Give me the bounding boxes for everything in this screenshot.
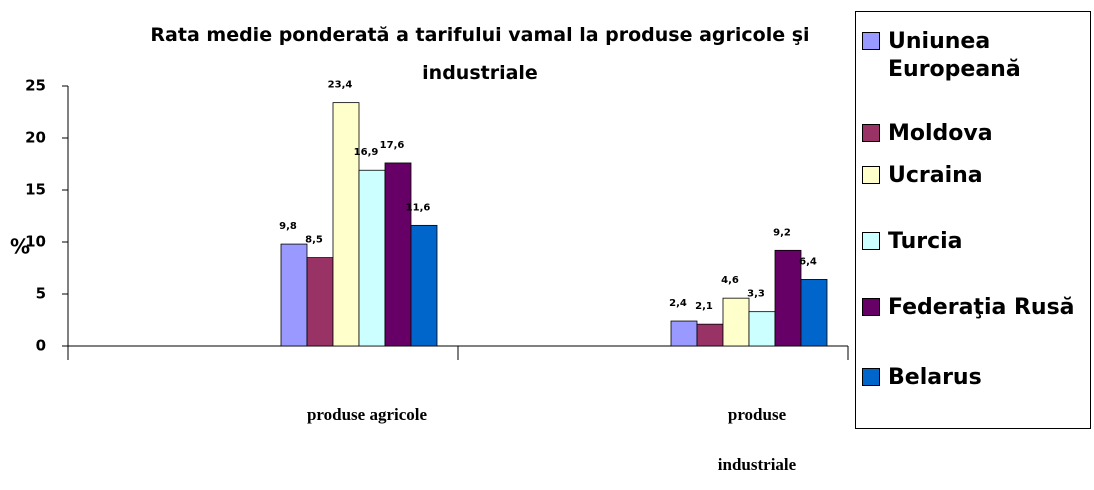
bar: [748, 311, 776, 347]
bar: [800, 279, 828, 347]
bar: [722, 297, 750, 347]
value-label: 6,4: [799, 256, 817, 267]
bar: [306, 257, 334, 347]
legend-entry: Federaţia Rusă: [862, 294, 1088, 322]
legend-swatch: [862, 124, 880, 142]
value-label: 2,4: [669, 298, 687, 309]
value-label: 17,6: [380, 140, 405, 151]
y-tick-label: 20: [25, 129, 46, 147]
legend-entry: Ucraina: [862, 162, 1088, 190]
y-tick-label: 25: [25, 77, 46, 95]
legend-entry: Uniunea Europeană: [862, 28, 1088, 84]
chart-title: Rata medie ponderată a tarifului vamal l…: [150, 24, 810, 84]
bar: [774, 249, 802, 347]
x-tick-label: produse agricole: [306, 405, 428, 424]
legend-label: Uniunea Europeană: [888, 29, 1021, 82]
legend-label: Federaţia Rusă: [888, 295, 1075, 320]
value-label: 23,4: [328, 80, 353, 91]
chart: 0 5 10 15 20 25% 9,8 2,4 8,5 2,1 23,4 4,6 16,9 3,3 17,…: [10, 77, 849, 360]
x-tick-label: produse industriale: [717, 405, 797, 474]
value-label: 9,2: [773, 227, 791, 238]
bar: [332, 102, 360, 347]
legend-entry: Turcia: [862, 228, 1088, 256]
y-tick-label: 10: [25, 233, 46, 251]
legend-entry: Belarus: [862, 364, 1088, 392]
bar: [384, 162, 412, 347]
value-label: 3,3: [747, 289, 765, 300]
legend-label: Belarus: [888, 365, 982, 390]
y-tick-label: 0: [36, 337, 46, 355]
legend-label: Turcia: [888, 229, 963, 254]
legend-swatch: [862, 298, 880, 316]
legend-label: Moldova: [888, 121, 993, 146]
value-label: 2,1: [695, 301, 713, 312]
legend-swatch: [862, 368, 880, 386]
value-label: 11,6: [406, 202, 431, 213]
legend-entry: Moldova: [862, 120, 1088, 148]
value-label: 16,9: [354, 147, 379, 158]
legend-swatch: [862, 166, 880, 184]
value-label: 8,5: [305, 235, 323, 246]
bar: [358, 169, 386, 347]
bar: [696, 323, 724, 347]
y-tick-label: 5: [36, 285, 46, 303]
page: 0 5 10 15 20 25% 9,8 2,4 8,5 2,1 23,4 4,6 16,9 3,3 17,…: [9, 11, 1091, 474]
legend: Uniunea Europeană Moldova Ucraina Turcia Fed…: [855, 11, 1091, 429]
legend-swatch: [862, 232, 880, 250]
bar: [280, 243, 308, 347]
value-label: 9,8: [279, 221, 297, 232]
y-axis-label: %: [10, 235, 30, 259]
legend-label: Ucraina: [888, 163, 983, 188]
legend-swatch: [862, 32, 880, 50]
value-label: 4,6: [721, 275, 739, 286]
bar: [410, 224, 438, 347]
y-tick-label: 15: [25, 181, 46, 199]
bar: [670, 320, 698, 347]
